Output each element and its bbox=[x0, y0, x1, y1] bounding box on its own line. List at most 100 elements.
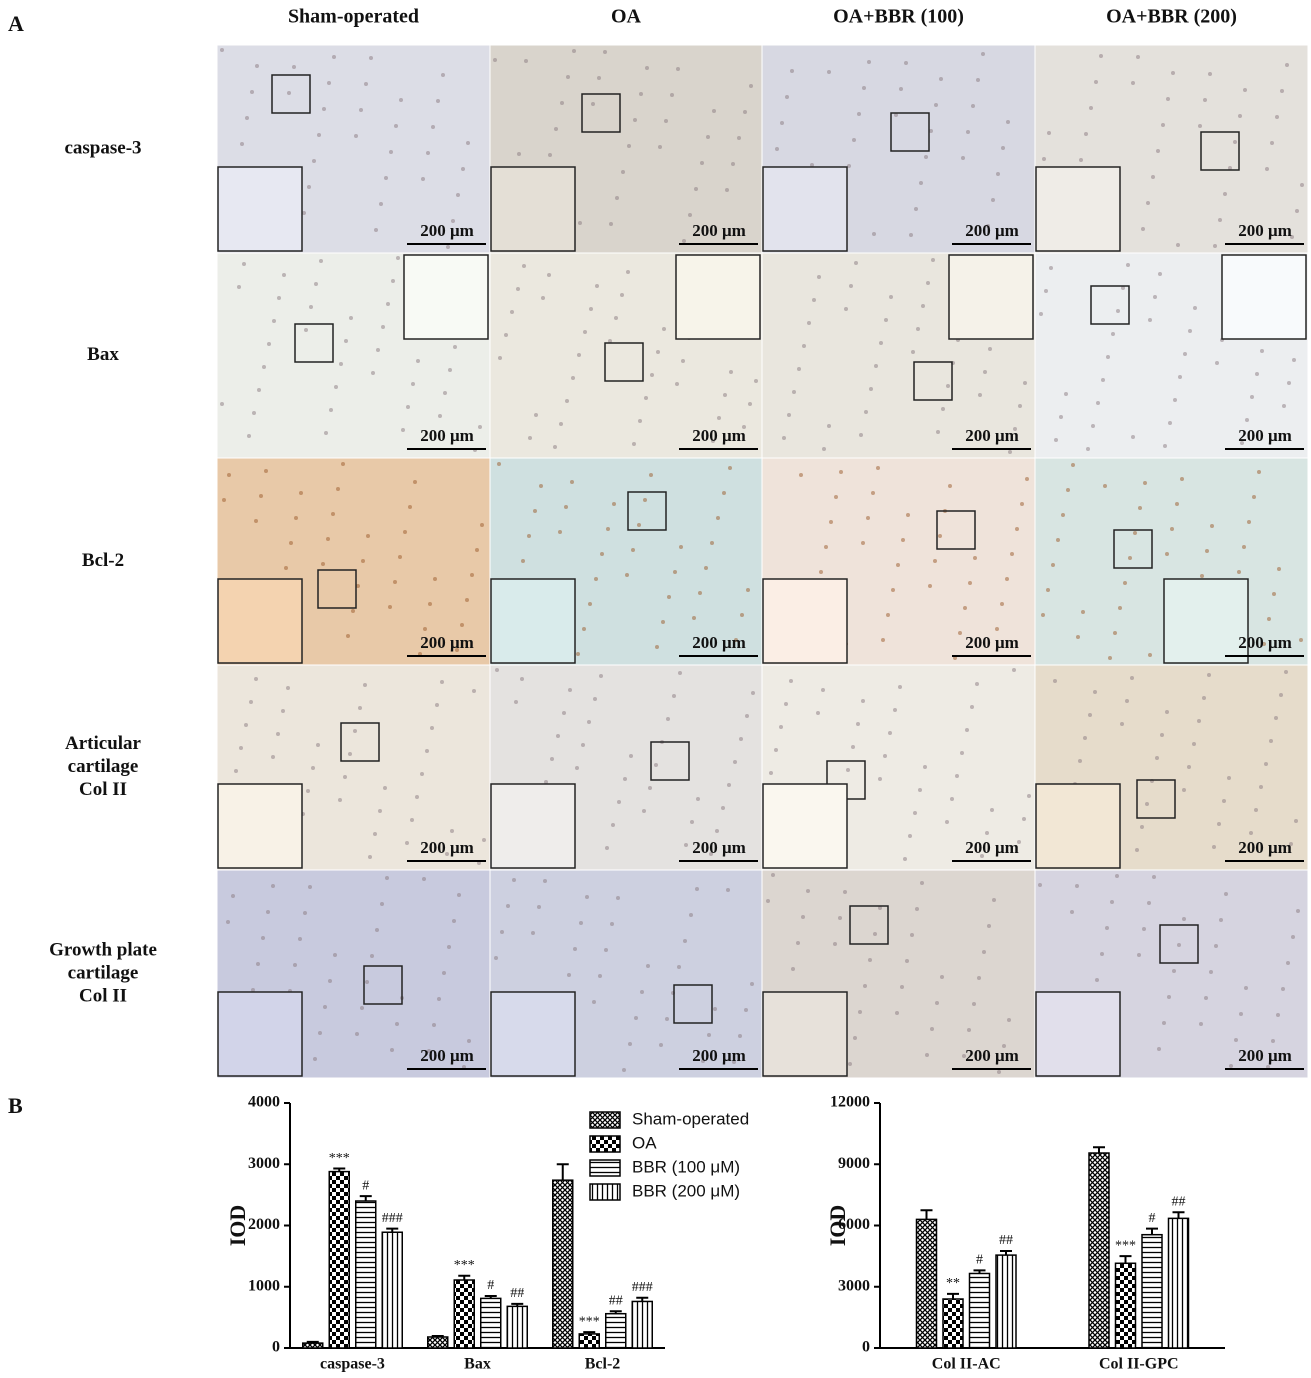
cell bbox=[437, 997, 441, 1001]
cell bbox=[1205, 549, 1209, 553]
y-axis-label: IOD bbox=[825, 1205, 850, 1247]
cell bbox=[987, 924, 991, 928]
cell bbox=[1126, 263, 1130, 267]
cell bbox=[861, 541, 865, 545]
cell bbox=[1056, 538, 1060, 542]
cell bbox=[827, 424, 831, 428]
cell bbox=[1093, 690, 1097, 694]
cell bbox=[642, 809, 646, 813]
cell bbox=[583, 330, 587, 334]
cell bbox=[410, 818, 414, 822]
cell bbox=[992, 898, 996, 902]
cell bbox=[1162, 1021, 1166, 1025]
cell bbox=[908, 834, 912, 838]
cell bbox=[426, 151, 430, 155]
cell bbox=[1023, 381, 1027, 385]
cell bbox=[628, 1042, 632, 1046]
cell bbox=[1141, 227, 1145, 231]
cell bbox=[1076, 635, 1080, 639]
cell bbox=[621, 170, 625, 174]
cell bbox=[220, 48, 224, 52]
cell bbox=[334, 385, 338, 389]
row-label: Col II bbox=[79, 985, 127, 1006]
cell bbox=[592, 1000, 596, 1004]
column-header: OA+BBR (100) bbox=[833, 6, 964, 28]
cell bbox=[722, 491, 726, 495]
cell bbox=[940, 975, 944, 979]
cell bbox=[744, 1008, 748, 1012]
scale-bar-label: 200 μm bbox=[965, 426, 1019, 445]
cell bbox=[851, 745, 855, 749]
significance-label: *** bbox=[1115, 1238, 1136, 1253]
cell bbox=[292, 65, 296, 69]
cell bbox=[598, 974, 602, 978]
cell bbox=[1131, 81, 1135, 85]
cell bbox=[533, 509, 537, 513]
cell bbox=[537, 905, 541, 909]
cell bbox=[939, 77, 943, 81]
cell bbox=[1146, 201, 1150, 205]
cell bbox=[876, 466, 880, 470]
cell bbox=[577, 353, 581, 357]
cell bbox=[921, 304, 925, 308]
cell bbox=[857, 112, 861, 116]
cell bbox=[1010, 552, 1014, 556]
cell bbox=[1279, 693, 1283, 697]
cell bbox=[933, 559, 937, 563]
row-label: Growth plate bbox=[49, 939, 157, 960]
cell bbox=[716, 516, 720, 520]
cell bbox=[871, 491, 875, 495]
cell bbox=[594, 577, 598, 581]
cell bbox=[388, 605, 392, 609]
cell bbox=[615, 196, 619, 200]
cell bbox=[1247, 520, 1251, 524]
cell bbox=[411, 382, 415, 386]
cell bbox=[1193, 306, 1197, 310]
cell bbox=[1059, 415, 1063, 419]
cell bbox=[638, 419, 642, 423]
cell bbox=[780, 121, 784, 125]
cell bbox=[341, 462, 345, 466]
cell bbox=[712, 109, 716, 113]
cell bbox=[886, 613, 890, 617]
cell bbox=[252, 411, 256, 415]
cell bbox=[1115, 874, 1119, 878]
cell bbox=[665, 1017, 669, 1021]
cell bbox=[698, 591, 702, 595]
cell bbox=[1274, 716, 1278, 720]
cell bbox=[706, 135, 710, 139]
cell bbox=[237, 285, 241, 289]
inset bbox=[949, 255, 1033, 339]
cell bbox=[884, 318, 888, 322]
cell bbox=[988, 347, 992, 351]
cell bbox=[239, 746, 243, 750]
significance-label: # bbox=[362, 1178, 369, 1193]
cell bbox=[1192, 742, 1196, 746]
cell bbox=[1145, 802, 1149, 806]
cell bbox=[1170, 527, 1174, 531]
cell bbox=[1047, 131, 1051, 135]
y-tick-label: 12000 bbox=[830, 1094, 870, 1111]
cell bbox=[1155, 756, 1159, 760]
cell bbox=[570, 480, 574, 484]
cell bbox=[1142, 927, 1146, 931]
cell bbox=[385, 876, 389, 880]
cell bbox=[1223, 192, 1227, 196]
cell bbox=[433, 577, 437, 581]
cell bbox=[1269, 739, 1273, 743]
cell bbox=[973, 556, 977, 560]
cell bbox=[430, 726, 434, 730]
cell bbox=[754, 379, 758, 383]
bar bbox=[970, 1273, 990, 1348]
cell bbox=[1100, 952, 1104, 956]
cell bbox=[289, 541, 293, 545]
cell bbox=[510, 310, 514, 314]
cell bbox=[1108, 656, 1112, 660]
cell bbox=[637, 523, 641, 527]
cell bbox=[450, 829, 454, 833]
cell bbox=[277, 296, 281, 300]
cell bbox=[566, 75, 570, 79]
cell bbox=[696, 797, 700, 801]
bar bbox=[1142, 1235, 1162, 1348]
cell bbox=[656, 350, 660, 354]
